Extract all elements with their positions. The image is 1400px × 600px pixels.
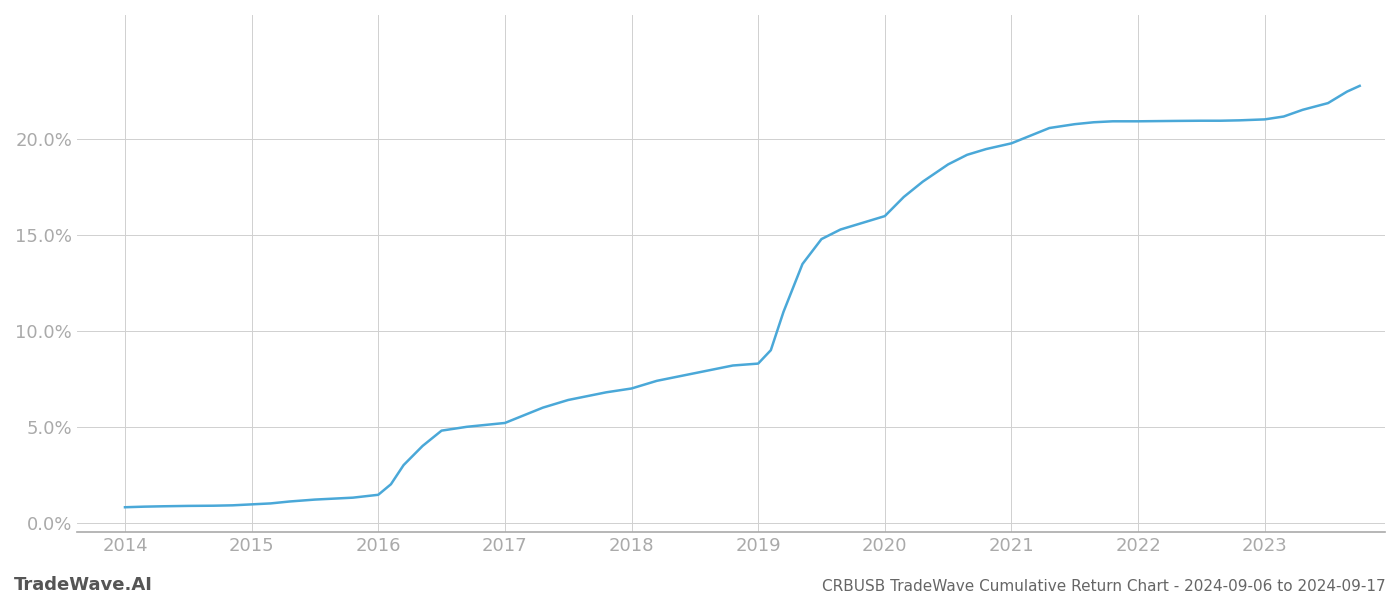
Text: TradeWave.AI: TradeWave.AI <box>14 576 153 594</box>
Text: CRBUSB TradeWave Cumulative Return Chart - 2024-09-06 to 2024-09-17: CRBUSB TradeWave Cumulative Return Chart… <box>822 579 1386 594</box>
